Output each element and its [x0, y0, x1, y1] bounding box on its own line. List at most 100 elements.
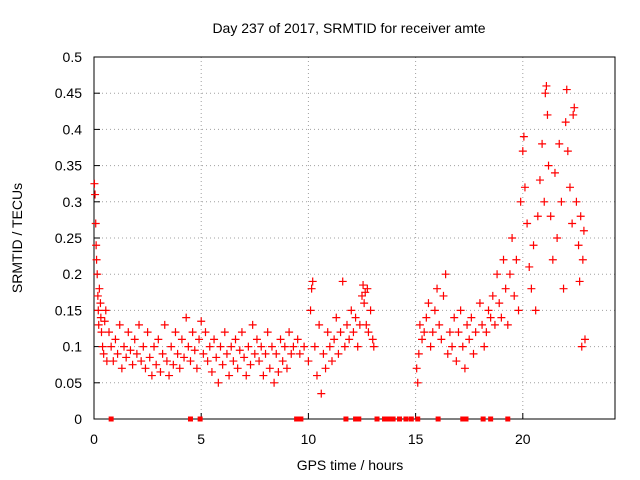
srmtid-point-marker — [90, 179, 99, 188]
srmtid-point-marker — [445, 328, 454, 337]
y-tick-labels: 0 0.05 0.1 0.15 0.2 0.25 0.3 0.35 0.4 0.45 0.5 — [55, 49, 82, 427]
srmtid-point-marker — [542, 81, 551, 90]
srmtid-point-marker — [216, 342, 225, 351]
srmtid-point-marker — [330, 335, 339, 344]
srmtid-point-marker — [514, 306, 523, 315]
srmtid-point-marker — [231, 335, 240, 344]
srmtid-point-marker — [250, 349, 259, 358]
srmtid-point-marker — [115, 320, 124, 329]
srmtid-point-marker — [467, 313, 476, 322]
srmtid-point-marker — [94, 306, 103, 315]
chart-title: Day 237 of 2017, SRMTID for receiver amt… — [212, 20, 485, 36]
srmtid-point-marker — [484, 306, 493, 315]
srmtid-point-marker — [229, 357, 238, 366]
srmtid-point-marker — [107, 342, 116, 351]
srmtid-point-marker — [214, 378, 223, 387]
x-tick-label: 20 — [515, 431, 531, 447]
zero-value-marker — [108, 416, 114, 422]
zero-value-marker — [403, 416, 409, 422]
srmtid-point-marker — [433, 284, 442, 293]
srmtid-point-marker — [188, 328, 197, 337]
srmtid-point-marker — [516, 197, 525, 206]
srmtid-point-marker — [240, 353, 249, 362]
srmtid-point-marker — [458, 342, 467, 351]
srmtid-point-marker — [340, 342, 349, 351]
srmtid-point-marker — [576, 212, 585, 221]
srmtid-point-marker — [518, 147, 527, 156]
srmtid-point-marker — [510, 291, 519, 300]
srmtid-point-marker — [212, 353, 221, 362]
srmtid-point-marker — [92, 255, 101, 264]
srmtid-point-marker — [342, 320, 351, 329]
y-tick-label: 0.45 — [55, 85, 82, 101]
srmtid-point-marker — [244, 342, 253, 351]
srmtid-point-marker — [182, 313, 191, 322]
srmtid-point-marker — [276, 335, 285, 344]
data-points — [90, 81, 589, 422]
zero-value-marker — [390, 416, 396, 422]
srmtid-point-marker — [420, 328, 429, 337]
srmtid-point-marker — [323, 328, 332, 337]
zero-value-marker — [382, 416, 388, 422]
srmtid-point-marker — [527, 284, 536, 293]
zero-value-marker — [294, 416, 300, 422]
srmtid-point-marker — [130, 335, 139, 344]
srmtid-point-marker — [156, 367, 165, 376]
srmtid-point-marker — [529, 241, 538, 250]
srmtid-point-marker — [580, 335, 589, 344]
srmtid-point-marker — [424, 299, 433, 308]
srmtid-point-marker — [96, 299, 105, 308]
srmtid-point-marker — [137, 357, 146, 366]
srmtid-point-marker — [310, 342, 319, 351]
srmtid-point-marker — [565, 183, 574, 192]
srmtid-point-marker — [460, 364, 469, 373]
srmtid-point-marker — [501, 284, 510, 293]
srmtid-point-marker — [562, 85, 571, 94]
srmtid-point-marker — [471, 328, 480, 337]
srmtid-point-marker — [351, 313, 360, 322]
x-tick-label: 10 — [301, 431, 317, 447]
srmtid-point-marker — [93, 291, 102, 300]
srmtid-point-marker — [126, 346, 135, 355]
srmtid-point-marker — [480, 342, 489, 351]
srmtid-point-marker — [418, 335, 427, 344]
zero-value-marker — [408, 416, 414, 422]
srmtid-point-marker — [306, 306, 315, 315]
srmtid-point-marker — [412, 364, 421, 373]
srmtid-point-marker — [578, 255, 587, 264]
y-tick-label: 0.15 — [55, 302, 82, 318]
srmtid-point-marker — [493, 270, 502, 279]
y-tick-label: 0 — [74, 411, 82, 427]
srmtid-point-marker — [295, 349, 304, 358]
srmtid-point-marker — [92, 241, 101, 250]
srmtid-point-marker — [540, 197, 549, 206]
srmtid-point-marker — [454, 328, 463, 337]
srmtid-point-marker — [128, 360, 137, 369]
srmtid-point-marker — [203, 357, 212, 366]
srmtid-point-marker — [478, 320, 487, 329]
srmtid-point-marker — [91, 190, 100, 199]
srmtid-point-marker — [548, 255, 557, 264]
srmtid-point-marker — [242, 371, 251, 380]
srmtid-point-marker — [145, 353, 154, 362]
srmtid-point-marker — [563, 147, 572, 156]
srmtid-point-marker — [428, 328, 437, 337]
srmtid-point-marker — [280, 342, 289, 351]
srmtid-point-marker — [359, 281, 368, 290]
srmtid-point-marker — [207, 367, 216, 376]
srmtid-point-marker — [546, 212, 555, 221]
srmtid-point-marker — [568, 219, 577, 228]
srmtid-point-marker — [349, 328, 358, 337]
srmtid-point-marker — [282, 364, 291, 373]
srmtid-point-marker — [544, 161, 553, 170]
srmtid-point-marker — [317, 389, 326, 398]
zero-value-marker — [343, 416, 349, 422]
srmtid-point-marker — [469, 349, 478, 358]
srmtid-point-marker — [93, 270, 102, 279]
srmtid-point-marker — [505, 270, 514, 279]
srmtid-point-marker — [220, 328, 229, 337]
x-tick-labels: 0 5 10 15 20 — [90, 431, 531, 447]
srmtid-point-marker — [577, 342, 586, 351]
srmtid-point-marker — [347, 306, 356, 315]
srmtid-point-marker — [450, 313, 459, 322]
